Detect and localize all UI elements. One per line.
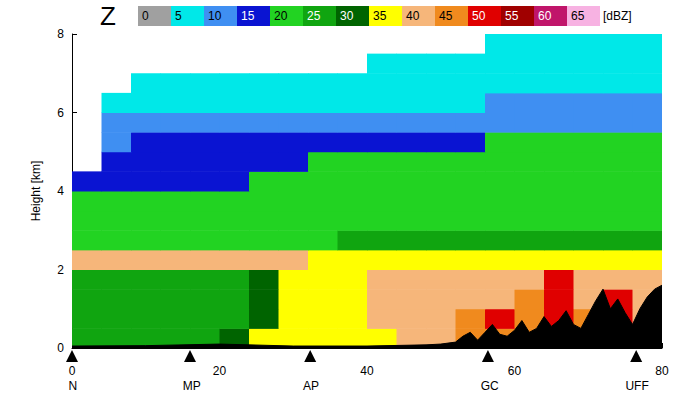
- svg-text:55: 55: [505, 9, 519, 23]
- svg-text:20: 20: [213, 364, 227, 378]
- svg-text:20: 20: [274, 9, 288, 23]
- svg-text:Z: Z: [100, 1, 116, 31]
- svg-text:30: 30: [340, 9, 354, 23]
- svg-text:60: 60: [538, 9, 552, 23]
- svg-text:5: 5: [175, 9, 182, 23]
- svg-text:50: 50: [472, 9, 486, 23]
- svg-text:25: 25: [307, 9, 321, 23]
- svg-text:45: 45: [439, 9, 453, 23]
- svg-text:GC: GC: [481, 379, 499, 393]
- svg-text:6: 6: [57, 106, 64, 120]
- svg-text:80: 80: [655, 364, 669, 378]
- svg-text:35: 35: [373, 9, 387, 23]
- svg-text:0: 0: [142, 9, 149, 23]
- svg-text:10: 10: [208, 9, 222, 23]
- svg-text:N: N: [68, 379, 77, 393]
- svg-text:0: 0: [57, 341, 64, 355]
- svg-text:MP: MP: [183, 379, 201, 393]
- svg-text:Height [km]: Height [km]: [29, 161, 43, 222]
- svg-text:2: 2: [57, 263, 64, 277]
- svg-text:65: 65: [571, 9, 585, 23]
- svg-text:AP: AP: [303, 379, 319, 393]
- svg-text:40: 40: [360, 364, 374, 378]
- svg-text:[dBZ]: [dBZ]: [603, 9, 632, 23]
- svg-text:40: 40: [406, 9, 420, 23]
- svg-text:15: 15: [241, 9, 255, 23]
- svg-text:UFF: UFF: [625, 379, 648, 393]
- svg-text:0: 0: [69, 364, 76, 378]
- svg-text:4: 4: [57, 184, 64, 198]
- svg-text:8: 8: [57, 27, 64, 41]
- svg-text:60: 60: [508, 364, 522, 378]
